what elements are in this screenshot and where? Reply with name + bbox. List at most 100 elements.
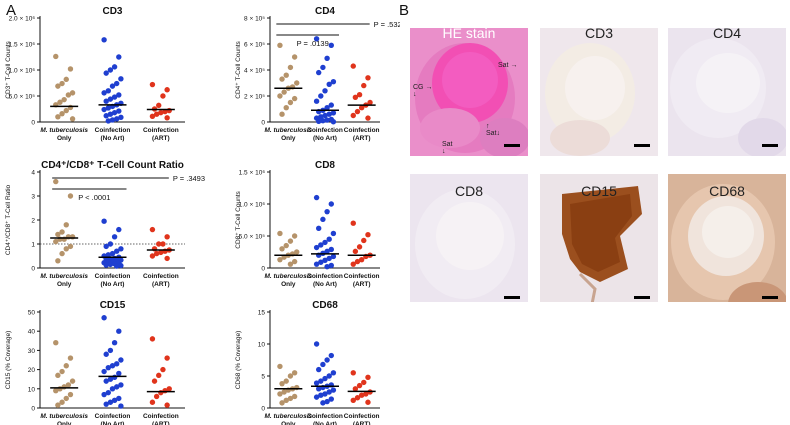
data-point bbox=[322, 239, 328, 246]
y-axis-label: CD15 (% Coverage) bbox=[5, 331, 12, 390]
y-tick-label: 1.0 × 10⁶ bbox=[9, 68, 36, 75]
data-point bbox=[118, 114, 124, 121]
micrograph-cd68: CD68 bbox=[668, 174, 786, 302]
y-axis-label: CD4⁺ T-Cell Counts bbox=[235, 41, 242, 99]
data-point bbox=[118, 246, 124, 252]
data-point bbox=[107, 111, 114, 117]
data-point bbox=[283, 72, 289, 78]
data-point bbox=[59, 399, 65, 405]
data-point bbox=[103, 378, 109, 384]
y-tick-label: 6 × 10⁵ bbox=[244, 42, 265, 49]
panel-label-a: A bbox=[6, 2, 17, 19]
data-point bbox=[281, 389, 287, 395]
x-tick-label: (No Art) bbox=[101, 281, 125, 288]
p-value-label: P < .0001 bbox=[78, 193, 110, 202]
y-tick-label: 10 bbox=[28, 386, 36, 393]
data-point bbox=[149, 226, 156, 233]
data-point bbox=[277, 363, 283, 370]
x-tick-label: Coinfection bbox=[344, 127, 380, 134]
micrograph-label: CD4 bbox=[712, 28, 741, 41]
data-point bbox=[283, 397, 289, 404]
data-point bbox=[277, 391, 283, 397]
data-point bbox=[324, 208, 330, 215]
data-point bbox=[328, 246, 334, 253]
data-point bbox=[107, 67, 114, 73]
data-point bbox=[352, 94, 359, 101]
data-point bbox=[105, 118, 112, 124]
scatter-figure: CD3 0 5.0 × 10⁵ 1.0 × 10⁶ 1.5 × 10⁶ 2.0 × 10⁶… bbox=[5, 6, 400, 425]
data-point bbox=[149, 253, 156, 259]
data-point bbox=[118, 403, 124, 409]
data-point bbox=[111, 397, 118, 404]
data-point bbox=[109, 250, 116, 257]
data-point bbox=[279, 76, 285, 82]
data-point bbox=[101, 90, 107, 96]
data-point bbox=[313, 194, 320, 201]
data-point bbox=[107, 347, 114, 354]
data-point bbox=[116, 226, 122, 233]
data-point bbox=[55, 258, 61, 264]
data-point bbox=[316, 386, 322, 392]
chart-title: CD4⁺/CD8⁺ T-Cell Count Ratio bbox=[41, 160, 184, 171]
annotation-sat: Sat ↓ bbox=[442, 141, 453, 155]
p-value-label: P = .3493 bbox=[173, 174, 205, 183]
micrograph-label: CD15 bbox=[581, 183, 617, 199]
data-point bbox=[313, 244, 320, 251]
data-point bbox=[55, 372, 61, 379]
data-point bbox=[116, 395, 122, 402]
data-point bbox=[107, 376, 114, 382]
x-tick-label: Coinfection bbox=[143, 273, 179, 280]
data-point bbox=[352, 386, 359, 392]
data-point bbox=[316, 366, 322, 373]
data-point bbox=[316, 225, 322, 232]
data-point bbox=[53, 178, 59, 185]
data-point bbox=[107, 261, 114, 268]
data-point bbox=[164, 115, 170, 121]
data-point bbox=[55, 83, 61, 89]
data-point bbox=[65, 382, 72, 388]
data-point bbox=[326, 236, 332, 242]
data-point bbox=[350, 63, 356, 69]
x-tick-label: Coinfection bbox=[143, 413, 179, 420]
data-point bbox=[105, 105, 112, 111]
data-point bbox=[114, 361, 120, 367]
data-point bbox=[63, 246, 69, 252]
data-point bbox=[160, 93, 166, 99]
data-point bbox=[365, 75, 371, 81]
y-tick-label: 0 bbox=[31, 406, 35, 413]
data-point bbox=[328, 201, 334, 207]
micrograph-label: CD68 bbox=[709, 183, 745, 199]
data-point bbox=[320, 118, 326, 124]
data-point bbox=[118, 262, 124, 269]
y-tick-label: 4 bbox=[31, 170, 35, 177]
data-point bbox=[318, 378, 324, 384]
data-point bbox=[313, 394, 320, 400]
scale-bar bbox=[504, 144, 520, 147]
data-point bbox=[313, 341, 320, 347]
x-tick-label: (No Art) bbox=[313, 421, 337, 425]
data-point bbox=[53, 340, 59, 346]
data-point bbox=[156, 241, 162, 247]
x-tick-label: (No Art) bbox=[313, 135, 337, 142]
p-value-label: P = .5327 bbox=[374, 20, 400, 29]
data-point bbox=[361, 82, 367, 89]
data-point bbox=[365, 374, 371, 380]
x-tick-label: (No Art) bbox=[101, 421, 125, 425]
data-point bbox=[365, 115, 371, 121]
data-point bbox=[356, 92, 363, 98]
y-axis-label: CD8⁺ T-Cell Counts bbox=[235, 191, 242, 249]
data-point bbox=[103, 113, 109, 119]
y-tick-label: 3 bbox=[31, 194, 35, 201]
data-point bbox=[330, 253, 337, 260]
scale-bar bbox=[762, 144, 778, 147]
annotation-cg: CG → ↓ bbox=[413, 84, 433, 98]
y-axis-label: CD3⁺ T-Cell Counts bbox=[5, 41, 12, 99]
data-point bbox=[67, 355, 74, 361]
x-tick-label: (ART) bbox=[152, 421, 170, 425]
data-point bbox=[318, 392, 324, 398]
x-tick-label: Coinfection bbox=[344, 273, 380, 280]
data-point bbox=[67, 391, 74, 398]
data-point bbox=[287, 64, 294, 71]
y-tick-label: 5.0 × 10⁵ bbox=[239, 234, 266, 241]
data-point bbox=[313, 98, 320, 104]
